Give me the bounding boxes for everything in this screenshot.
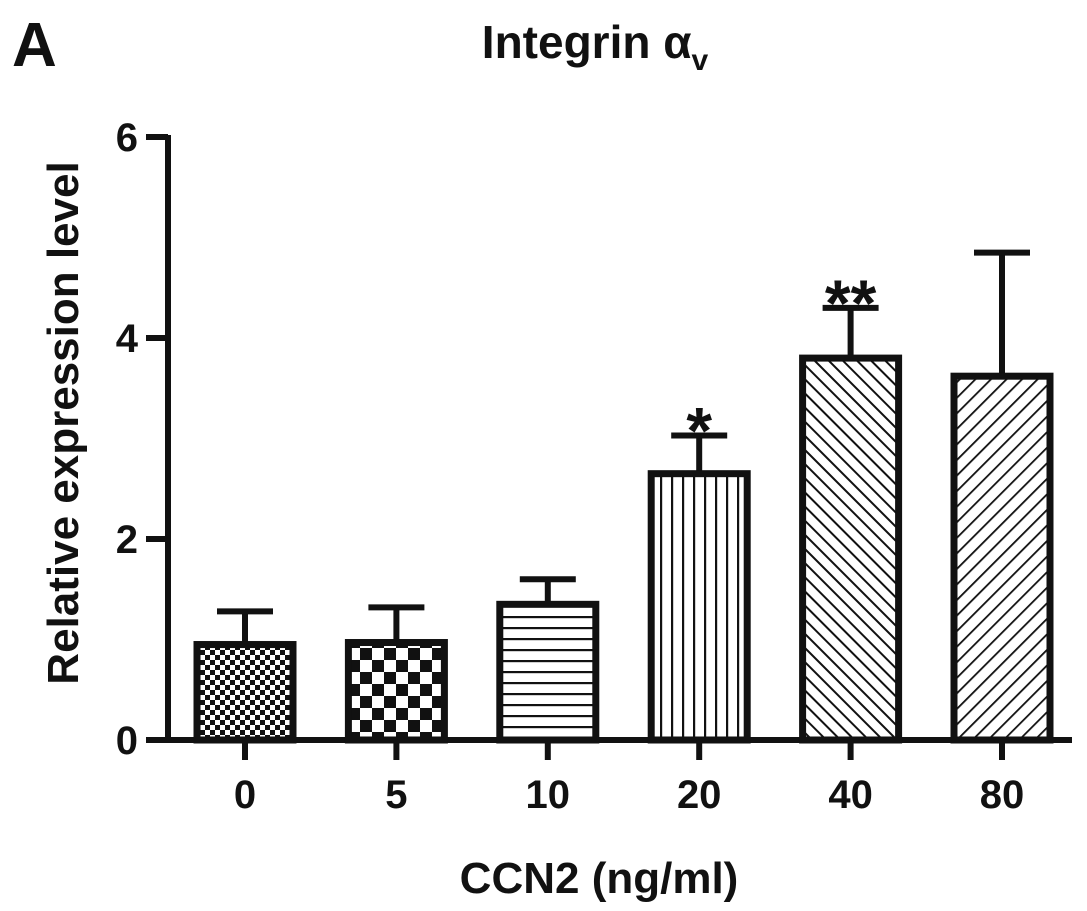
y-tick-label: 6 [116, 116, 138, 160]
x-tick-label: 40 [828, 773, 873, 817]
x-tick-label: 5 [385, 773, 407, 817]
axes: 0 2 4 6 [116, 116, 1072, 763]
chart-title-main: Integrin α [482, 16, 692, 68]
y-tick-label: 0 [116, 719, 138, 763]
x-tick-label: 0 [234, 773, 256, 817]
y-tick-label: 4 [116, 317, 139, 361]
x-tick-label: 80 [980, 773, 1025, 817]
panel-label: A [12, 11, 57, 80]
bar-80 [950, 372, 1054, 744]
bars: *** [193, 249, 1054, 744]
bar-0 [193, 641, 297, 744]
x-tick-label: 20 [677, 773, 722, 817]
chart-title-subscript: v [692, 44, 709, 77]
x-axis-label: CCN2 (ng/ml) [460, 854, 739, 903]
bar-10 [496, 600, 600, 744]
y-axis-label: Relative expression level [39, 161, 88, 684]
x-tick-labels: 0 5 10 20 40 80 [234, 740, 1024, 817]
x-tick-label: 10 [526, 773, 571, 817]
bar-5 [344, 639, 448, 744]
chart-title: Integrin αv [482, 16, 709, 77]
bar-20 [647, 470, 751, 744]
significance-marker: * [686, 393, 712, 467]
y-tick-label: 2 [116, 518, 138, 562]
significance-marker: ** [825, 266, 877, 340]
bar-40 [799, 354, 903, 744]
